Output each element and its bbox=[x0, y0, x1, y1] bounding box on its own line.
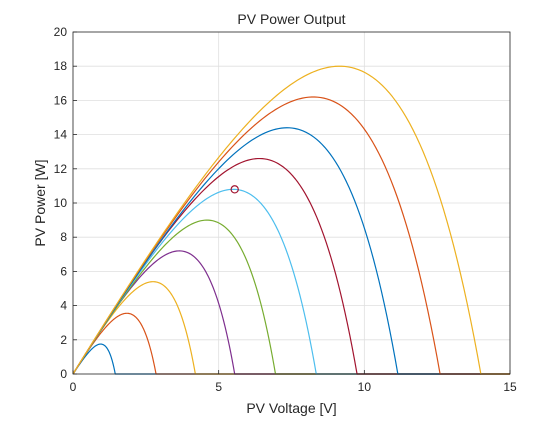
marker-group bbox=[230, 185, 239, 194]
y-tick-label: 20 bbox=[54, 25, 68, 39]
y-tick-label: 16 bbox=[54, 93, 68, 107]
x-axis-label: PV Voltage [V] bbox=[246, 400, 336, 416]
x-tick-label: 15 bbox=[503, 380, 517, 394]
chart-title: PV Power Output bbox=[237, 11, 345, 27]
series-line-8 bbox=[72, 127, 510, 375]
x-tick-label: 10 bbox=[358, 380, 372, 394]
x-tick-label: 5 bbox=[215, 380, 222, 394]
y-tick-label: 8 bbox=[60, 230, 67, 244]
series-line-10 bbox=[72, 65, 510, 375]
tick-group: 0 5 10 15 0 2 4 6 8 10 12 14 16 18 20 bbox=[54, 25, 517, 394]
max-power-marker bbox=[230, 185, 239, 194]
x-tick-label: 0 bbox=[70, 380, 77, 394]
y-tick-label: 6 bbox=[60, 264, 67, 278]
y-axis-label: PV Power [W] bbox=[32, 159, 48, 246]
y-tick-label: 12 bbox=[54, 162, 68, 176]
series-group bbox=[72, 65, 510, 375]
y-tick-label: 4 bbox=[60, 299, 67, 313]
y-tick-label: 2 bbox=[60, 333, 67, 347]
y-tick-label: 0 bbox=[60, 367, 67, 381]
y-tick-label: 14 bbox=[54, 128, 68, 142]
y-tick-label: 10 bbox=[54, 196, 68, 210]
y-tick-label: 18 bbox=[54, 59, 68, 73]
